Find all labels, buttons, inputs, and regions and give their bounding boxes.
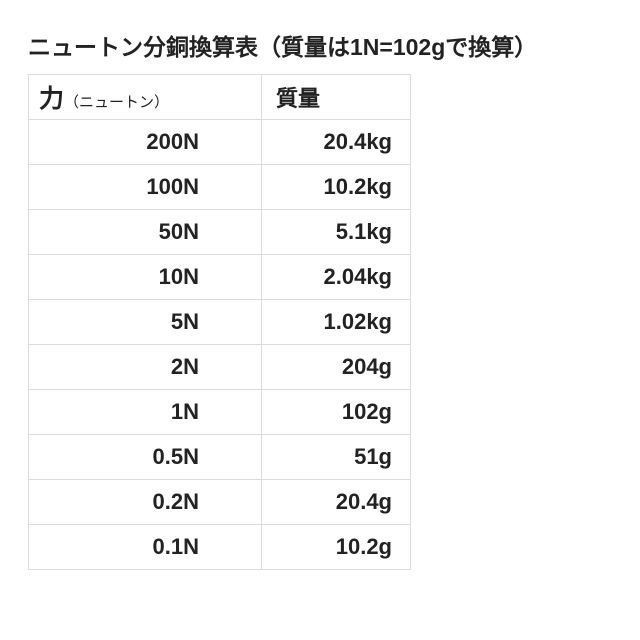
- table-row: 50N5.1kg: [29, 210, 411, 255]
- force-cell: 2N: [29, 345, 262, 390]
- table-row: 1N102g: [29, 390, 411, 435]
- mass-cell: 51g: [262, 435, 411, 480]
- table-row: 10N2.04kg: [29, 255, 411, 300]
- mass-cell: 1.02kg: [262, 300, 411, 345]
- table-row: 0.2N20.4g: [29, 480, 411, 525]
- table-row: 0.5N51g: [29, 435, 411, 480]
- mass-cell: 2.04kg: [262, 255, 411, 300]
- force-cell: 0.1N: [29, 525, 262, 570]
- mass-cell: 5.1kg: [262, 210, 411, 255]
- force-cell: 200N: [29, 120, 262, 165]
- column-header-mass: 質量: [262, 75, 411, 120]
- table-header-row: 力（ニュートン） 質量: [29, 75, 411, 120]
- table-row: 2N204g: [29, 345, 411, 390]
- column-header-force-unit: （ニュートン）: [64, 94, 169, 111]
- mass-cell: 204g: [262, 345, 411, 390]
- force-cell: 50N: [29, 210, 262, 255]
- mass-cell: 20.4g: [262, 480, 411, 525]
- mass-cell: 10.2kg: [262, 165, 411, 210]
- table-title: ニュートン分銅換算表（質量は1N=102gで換算）: [28, 28, 640, 62]
- conversion-table: 力（ニュートン） 質量 200N20.4kg100N10.2kg50N5.1kg…: [28, 74, 411, 570]
- column-header-force: 力（ニュートン）: [29, 75, 262, 120]
- mass-cell: 20.4kg: [262, 120, 411, 165]
- table-row: 5N1.02kg: [29, 300, 411, 345]
- force-cell: 0.5N: [29, 435, 262, 480]
- force-cell: 5N: [29, 300, 262, 345]
- mass-cell: 102g: [262, 390, 411, 435]
- table-row: 200N20.4kg: [29, 120, 411, 165]
- column-header-force-main: 力: [39, 85, 64, 113]
- table-row: 100N10.2kg: [29, 165, 411, 210]
- force-cell: 100N: [29, 165, 262, 210]
- force-cell: 1N: [29, 390, 262, 435]
- force-cell: 0.2N: [29, 480, 262, 525]
- table-row: 0.1N10.2g: [29, 525, 411, 570]
- mass-cell: 10.2g: [262, 525, 411, 570]
- force-cell: 10N: [29, 255, 262, 300]
